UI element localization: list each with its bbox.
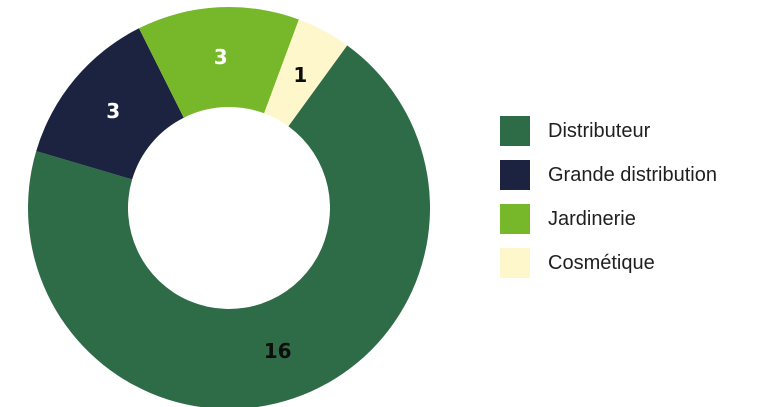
slice-distributeur: [28, 45, 430, 407]
data-label-jardinerie: 3: [214, 45, 228, 69]
legend-label: Distributeur: [548, 119, 651, 142]
legend: Distributeur Grande distribution Jardine…: [500, 116, 717, 292]
donut-slices: [28, 7, 430, 407]
slice-jardinerie: [138, 7, 299, 118]
legend-swatch: [500, 116, 530, 146]
legend-item-cosmetique: Cosmétique: [500, 248, 717, 278]
data-label-cosmetique: 1: [293, 63, 307, 87]
legend-label: Cosmétique: [548, 251, 655, 274]
data-label-grande-distribution: 3: [106, 99, 120, 123]
legend-label: Jardinerie: [548, 207, 636, 230]
legend-swatch: [500, 160, 530, 190]
legend-item-jardinerie: Jardinerie: [500, 204, 717, 234]
slice-grande-distribution: [36, 28, 184, 180]
legend-swatch: [500, 248, 530, 278]
slice-cosmetique: [264, 19, 348, 127]
donut-data-labels: 16 3 3 1: [106, 45, 307, 363]
legend-swatch: [500, 204, 530, 234]
legend-item-grande-distribution: Grande distribution: [500, 160, 717, 190]
data-label-distributeur: 16: [264, 339, 292, 363]
legend-item-distributeur: Distributeur: [500, 116, 717, 146]
legend-label: Grande distribution: [548, 163, 717, 186]
